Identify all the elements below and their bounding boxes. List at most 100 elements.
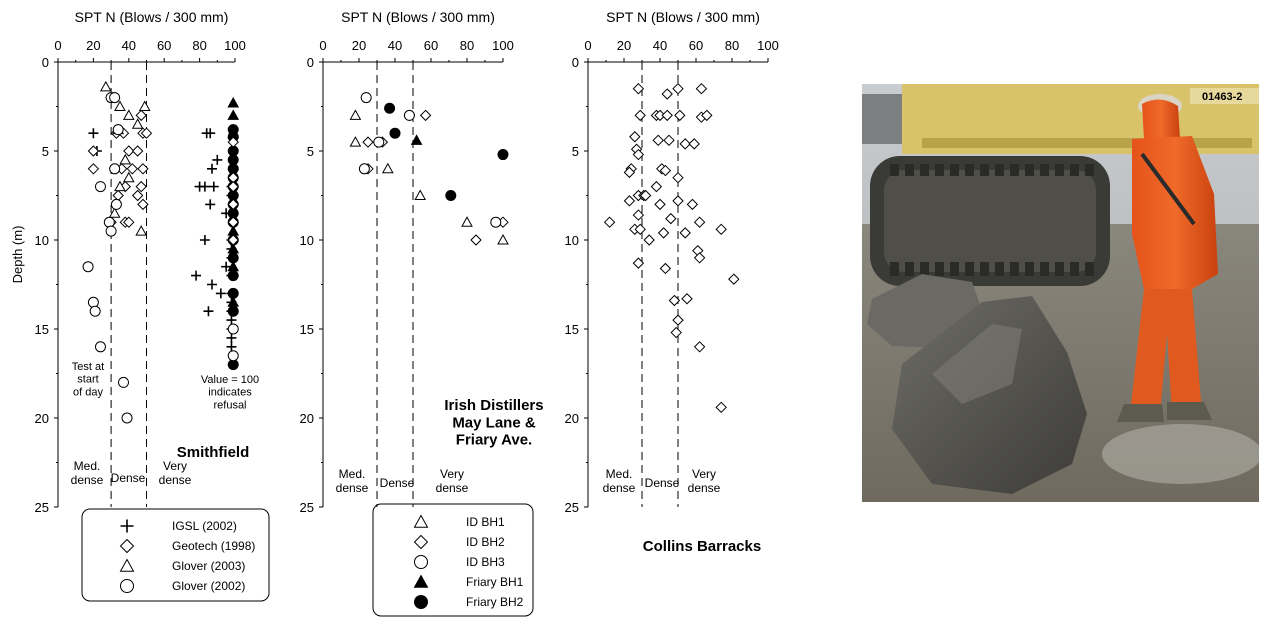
track-tooth bbox=[995, 262, 1004, 276]
x-tick-label: 60 bbox=[689, 38, 703, 53]
x-tick-label: 100 bbox=[492, 38, 514, 53]
data-point-diamond bbox=[663, 134, 675, 147]
y-tick-label: 20 bbox=[300, 411, 314, 426]
y-tick-label: 5 bbox=[42, 144, 49, 159]
data-point-diamond bbox=[681, 293, 693, 305]
data-point-diamond bbox=[652, 134, 664, 147]
data-point-diamond bbox=[140, 127, 153, 139]
track-tooth bbox=[890, 164, 899, 176]
track-tooth bbox=[1025, 164, 1034, 176]
data-point-plus bbox=[206, 163, 217, 174]
data-point-plus bbox=[199, 235, 210, 245]
x-tick-label: 40 bbox=[653, 38, 667, 53]
data-point-triangle bbox=[135, 225, 148, 236]
track-tooth bbox=[1040, 164, 1049, 176]
y-tick-label: 25 bbox=[35, 500, 49, 515]
y-axis-title: Depth (m) bbox=[10, 226, 25, 284]
density-zone-label: Very dense bbox=[159, 459, 192, 487]
data-point-diamond bbox=[693, 341, 706, 353]
y-tick-label: 20 bbox=[35, 411, 49, 426]
legend-marker-plus bbox=[120, 519, 134, 533]
data-point-diamond bbox=[654, 198, 666, 211]
data-point-diamond bbox=[632, 82, 645, 95]
data-point-triangle bbox=[119, 153, 132, 165]
legend-smithfield-frame bbox=[81, 508, 270, 602]
legend-marker-triangle bbox=[413, 514, 429, 528]
legend-marker-circle bbox=[120, 579, 134, 593]
data-point-diamond bbox=[672, 314, 684, 326]
x-axis-title: SPT N (Blows / 300 mm) bbox=[75, 9, 229, 25]
legend-smithfield: IGSL (2002) Geotech (1998) Glover (2003) Gl… bbox=[81, 508, 270, 602]
data-point-diamond bbox=[137, 163, 149, 175]
legend-marker-triangle bbox=[119, 558, 135, 572]
track-tooth bbox=[1085, 164, 1094, 176]
data-point-circle bbox=[94, 341, 106, 353]
data-point-filled-circle bbox=[389, 127, 401, 139]
data-point-diamond bbox=[715, 401, 727, 414]
data-point-triangle bbox=[497, 233, 509, 245]
data-point-diamond bbox=[629, 131, 641, 143]
data-point-circle bbox=[87, 296, 99, 308]
data-point-diamond bbox=[362, 136, 374, 148]
data-point-diamond bbox=[686, 198, 699, 211]
x-tick-label: 20 bbox=[617, 38, 631, 53]
data-point-circle bbox=[82, 261, 94, 273]
data-point-plus bbox=[203, 306, 214, 317]
track-tooth bbox=[965, 262, 974, 276]
data-point-diamond bbox=[668, 294, 681, 307]
data-point-circle bbox=[227, 350, 239, 362]
track-tooth bbox=[905, 164, 914, 176]
data-point-filled-triangle bbox=[410, 134, 423, 145]
y-tick-label: 10 bbox=[35, 233, 49, 248]
data-point-diamond bbox=[670, 326, 682, 339]
data-point-circle bbox=[103, 216, 115, 228]
data-point-diamond bbox=[126, 163, 139, 175]
y-tick-label: 20 bbox=[565, 411, 579, 426]
data-point-diamond bbox=[603, 216, 616, 228]
track-tooth bbox=[1055, 164, 1064, 176]
data-point-diamond bbox=[659, 164, 672, 177]
track-tooth bbox=[1055, 262, 1064, 276]
excavator-plate-text: 01463-2 bbox=[1202, 91, 1242, 103]
data-point-diamond bbox=[679, 227, 691, 239]
data-point-triangle bbox=[114, 180, 126, 192]
data-point-circle bbox=[109, 163, 121, 175]
data-point-diamond bbox=[123, 216, 135, 228]
density-zone-label: Dense bbox=[111, 471, 146, 485]
legend-label: ID BH3 bbox=[466, 555, 505, 569]
data-point-diamond bbox=[131, 145, 144, 157]
y-tick-label: 0 bbox=[307, 55, 314, 70]
density-zone-label: Med. dense bbox=[336, 467, 369, 495]
data-point-diamond bbox=[227, 180, 239, 193]
y-tick-label: 5 bbox=[307, 144, 314, 159]
data-point-circle bbox=[94, 181, 106, 193]
data-point-filled-circle bbox=[227, 305, 239, 317]
legend-label: Friary BH2 bbox=[466, 595, 524, 609]
data-point-plus bbox=[215, 288, 226, 299]
track-tooth bbox=[965, 164, 974, 176]
y-tick-label: 0 bbox=[42, 55, 49, 70]
data-point-diamond bbox=[112, 189, 124, 202]
legend-label: IGSL (2002) bbox=[172, 519, 237, 533]
data-point-triangle bbox=[122, 109, 135, 120]
excavator-plate bbox=[1190, 88, 1259, 104]
y-tick-label: 25 bbox=[300, 500, 314, 515]
data-point-diamond bbox=[701, 109, 713, 122]
x-tick-label: 60 bbox=[157, 38, 171, 53]
water-puddle bbox=[1102, 424, 1259, 484]
panel-collins-barracks: SPT N (Blows / 300 mm) 0 20 40 60 80 100 0 5 10 15… bbox=[565, 9, 779, 555]
x-tick-label: 20 bbox=[86, 38, 100, 53]
data-point-diamond bbox=[688, 138, 700, 150]
data-point-diamond bbox=[227, 136, 239, 148]
data-point-circle bbox=[121, 412, 133, 424]
data-point-filled-circle bbox=[384, 102, 396, 114]
site-photo: 01463-2 bbox=[862, 84, 1259, 502]
data-point-diamond bbox=[715, 223, 727, 236]
data-point-diamond bbox=[135, 109, 147, 122]
data-point-filled-triangle bbox=[227, 296, 240, 307]
x-axis-title: SPT N (Blows / 300 mm) bbox=[606, 9, 760, 25]
density-zone-label: Very dense bbox=[688, 467, 721, 495]
data-point-diamond bbox=[657, 227, 670, 239]
data-point-diamond bbox=[135, 180, 147, 193]
data-point-plus bbox=[221, 261, 232, 272]
